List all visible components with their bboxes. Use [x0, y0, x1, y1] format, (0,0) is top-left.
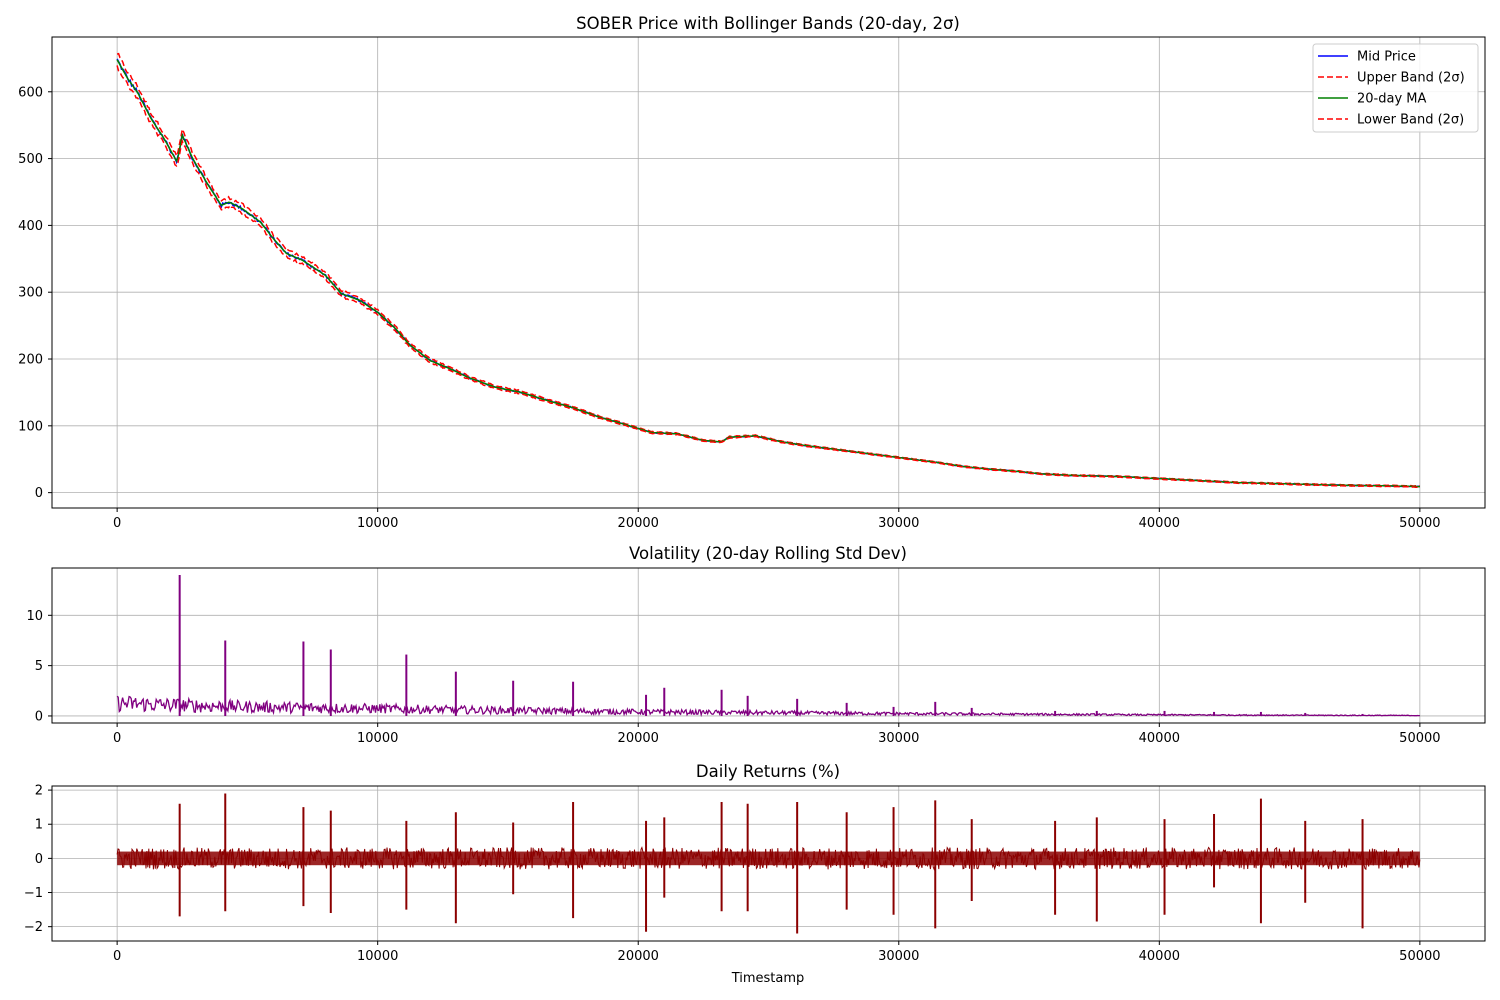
y-tick-label: 5 — [35, 659, 43, 674]
x-axis-label: Timestamp — [731, 971, 805, 986]
y-tick-label: 10 — [26, 609, 43, 624]
y-tick-label: 400 — [18, 219, 43, 234]
y-tick-label: 600 — [18, 85, 43, 100]
x-tick-label: 20000 — [618, 731, 659, 746]
price-panel: SOBER Price with Bollinger Bands (20-day… — [18, 14, 1486, 531]
price-axes-frame — [51, 36, 1486, 509]
x-tick-label: 30000 — [878, 731, 919, 746]
y-tick-label: −1 — [24, 886, 43, 901]
volatility-ticks: 0 10000 20000 30000 40000 50000 0 5 10 — [26, 609, 1440, 746]
x-tick-label: 0 — [113, 949, 121, 964]
returns-chart-title: Daily Returns (%) — [696, 762, 840, 781]
legend-label: Mid Price — [1357, 50, 1416, 65]
returns-axes-frame — [51, 785, 1486, 942]
legend-label: Upper Band (2σ) — [1357, 71, 1465, 86]
volatility-series — [116, 695, 1420, 718]
price-grid — [52, 37, 1485, 508]
returns-series — [116, 846, 1421, 871]
x-tick-label: 10000 — [357, 731, 398, 746]
y-tick-label: 0 — [35, 852, 43, 867]
x-tick-label: 20000 — [618, 516, 659, 531]
x-tick-label: 0 — [113, 516, 121, 531]
volatility-grid — [52, 568, 1485, 723]
x-tick-label: 50000 — [1399, 516, 1440, 531]
y-tick-label: 300 — [18, 286, 43, 301]
legend-label: Lower Band (2σ) — [1357, 113, 1464, 128]
returns-plot-area — [116, 793, 1421, 934]
x-tick-label: 30000 — [878, 516, 919, 531]
y-tick-label: 1 — [35, 818, 43, 833]
volatility-panel: Volatility (20-day Rolling Std Dev) 0 100… — [26, 544, 1486, 746]
series-lower-band — [116, 65, 1420, 489]
volatility-chart-title: Volatility (20-day Rolling Std Dev) — [629, 544, 907, 563]
y-tick-label: 500 — [18, 152, 43, 167]
price-plot-area — [116, 52, 1420, 489]
price-legend: Mid Price Upper Band (2σ) 20-day MA Lower B… — [1312, 43, 1479, 133]
volatility-plot-area — [116, 575, 1420, 718]
series-upper-band — [116, 52, 1420, 487]
x-tick-label: 30000 — [878, 949, 919, 964]
x-tick-label: 50000 — [1399, 949, 1440, 964]
x-tick-label: 40000 — [1139, 731, 1180, 746]
returns-panel: Daily Returns (%) 0 10000 20000 30000 40000 5… — [24, 762, 1486, 964]
y-tick-label: 0 — [35, 709, 43, 724]
x-tick-label: 20000 — [618, 949, 659, 964]
x-tick-label: 10000 — [357, 516, 398, 531]
legend-box — [1312, 43, 1479, 133]
y-tick-label: 0 — [35, 486, 43, 501]
y-tick-label: 2 — [35, 784, 43, 799]
legend-label: 20-day MA — [1357, 92, 1426, 107]
price-chart-title: SOBER Price with Bollinger Bands (20-day… — [576, 14, 960, 33]
x-tick-label: 0 — [113, 731, 121, 746]
x-tick-label: 10000 — [357, 949, 398, 964]
x-tick-label: 40000 — [1139, 516, 1180, 531]
y-tick-label: 200 — [18, 353, 43, 368]
y-tick-label: −2 — [24, 920, 43, 935]
x-tick-label: 50000 — [1399, 731, 1440, 746]
price-ticks: 0 10000 20000 30000 40000 50000 0 100 200 300 400 5… — [18, 85, 1440, 531]
volatility-axes-frame — [51, 567, 1486, 724]
returns-ticks: 0 10000 20000 30000 40000 50000 −2 −1 0 1 2 — [24, 784, 1441, 964]
y-tick-label: 100 — [18, 419, 43, 434]
x-tick-label: 40000 — [1139, 949, 1180, 964]
